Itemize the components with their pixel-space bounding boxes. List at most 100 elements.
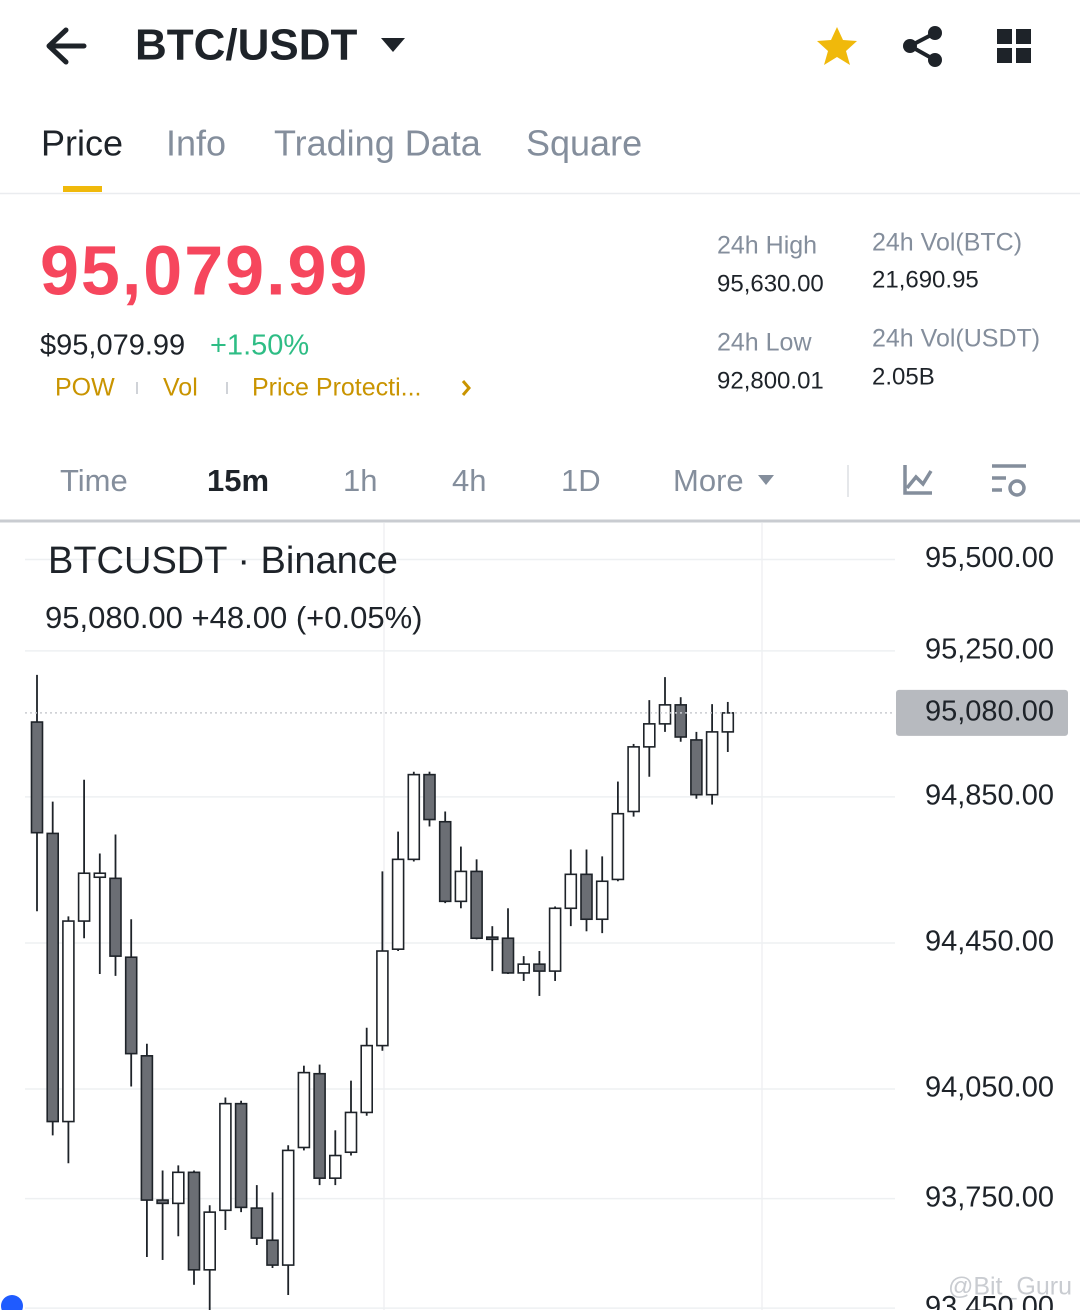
tab[interactable]: Square bbox=[526, 123, 642, 164]
candle-body bbox=[187, 1171, 201, 1271]
candle bbox=[407, 771, 421, 862]
candle-body bbox=[564, 873, 578, 910]
candle-body bbox=[30, 721, 44, 834]
tags-chevron[interactable] bbox=[461, 380, 471, 396]
candle bbox=[642, 700, 656, 777]
y-tick-label: 93,450.00 bbox=[925, 1291, 1054, 1310]
candle bbox=[344, 1080, 358, 1156]
settings-icon[interactable] bbox=[992, 464, 1026, 497]
share-button[interactable] bbox=[903, 26, 942, 67]
interval[interactable]: More bbox=[673, 463, 744, 498]
stat-label: 24h High bbox=[717, 232, 817, 260]
y-tick-label: 94,850.00 bbox=[925, 780, 1054, 812]
interval[interactable]: 4h bbox=[452, 463, 486, 498]
candle bbox=[109, 834, 122, 976]
candle bbox=[595, 856, 609, 934]
candle bbox=[203, 1205, 216, 1310]
indicator-icon[interactable] bbox=[903, 465, 933, 495]
tab-indicator bbox=[63, 186, 102, 192]
tab[interactable]: Price bbox=[41, 123, 123, 164]
tab[interactable]: Trading Data bbox=[274, 123, 482, 164]
stat-value: 95,630.00 bbox=[717, 270, 824, 297]
stat-value: 2.05B bbox=[872, 363, 935, 390]
candle-body bbox=[721, 712, 735, 733]
candle bbox=[250, 1185, 264, 1245]
candle bbox=[470, 859, 483, 940]
favorite-star[interactable] bbox=[817, 27, 857, 65]
candle bbox=[454, 846, 468, 909]
candle bbox=[564, 849, 578, 927]
tab[interactable]: Info bbox=[166, 123, 226, 164]
candle bbox=[156, 1170, 169, 1260]
candle bbox=[690, 731, 703, 799]
candle-body bbox=[470, 870, 483, 940]
candle bbox=[360, 1027, 374, 1116]
candle bbox=[281, 1145, 295, 1296]
candle bbox=[297, 1065, 311, 1151]
interval[interactable]: 15m bbox=[207, 463, 269, 498]
candle bbox=[187, 1170, 201, 1285]
price-label: 95,080.00 bbox=[925, 696, 1054, 728]
candle bbox=[721, 701, 735, 752]
candle-body bbox=[627, 746, 640, 813]
candle bbox=[77, 779, 91, 939]
stat-label: 24h Low bbox=[717, 329, 812, 357]
tag[interactable]: POW bbox=[55, 374, 115, 402]
candle-body bbox=[580, 873, 593, 921]
candle bbox=[517, 956, 531, 981]
pair-title[interactable]: BTC/USDT bbox=[135, 21, 358, 70]
candle-body bbox=[250, 1207, 264, 1239]
candle bbox=[485, 926, 499, 972]
y-tick-label: 94,050.00 bbox=[925, 1072, 1054, 1104]
candle-body bbox=[690, 739, 703, 796]
candle-body bbox=[266, 1239, 279, 1266]
y-tick-label: 93,750.00 bbox=[925, 1181, 1054, 1213]
candle bbox=[328, 1130, 342, 1186]
candle bbox=[266, 1192, 279, 1269]
stat-label: 24h Vol(USDT) bbox=[872, 325, 1040, 353]
stat-value: 21,690.95 bbox=[872, 266, 979, 293]
interval[interactable]: 1h bbox=[343, 463, 377, 498]
candle bbox=[438, 811, 452, 904]
candle-body bbox=[234, 1102, 248, 1209]
back-button[interactable] bbox=[46, 27, 87, 65]
candle-body bbox=[423, 773, 436, 821]
watermark: @Bit_Guru bbox=[948, 1273, 1072, 1301]
usd-price: $95,079.99 bbox=[40, 330, 185, 362]
share-lines bbox=[905, 31, 936, 62]
chart-title: BTCUSDT · Binance bbox=[48, 540, 398, 582]
candle bbox=[501, 908, 515, 975]
candle bbox=[705, 704, 719, 805]
candle-body bbox=[344, 1111, 358, 1154]
pair-dropdown[interactable] bbox=[381, 38, 405, 52]
candle bbox=[611, 781, 625, 882]
candle bbox=[580, 849, 593, 932]
interval[interactable]: 1D bbox=[561, 463, 601, 498]
more-dropdown[interactable] bbox=[758, 475, 774, 485]
candle bbox=[376, 871, 389, 1051]
candle-body bbox=[454, 870, 468, 903]
candle-body bbox=[172, 1171, 185, 1205]
corner-dot bbox=[1, 1295, 23, 1310]
y-tick-label: 95,500.00 bbox=[925, 542, 1054, 574]
tag[interactable]: Price Protecti... bbox=[252, 374, 422, 402]
grid-menu[interactable] bbox=[997, 29, 1031, 63]
candle bbox=[124, 919, 138, 1087]
candle bbox=[674, 697, 688, 742]
candle-body bbox=[517, 963, 531, 974]
candle bbox=[548, 906, 562, 981]
candle-body bbox=[391, 858, 405, 950]
candle-body bbox=[313, 1072, 326, 1179]
settings-gear bbox=[1008, 479, 1026, 497]
candle-body bbox=[77, 872, 91, 922]
candle bbox=[30, 674, 44, 912]
interval[interactable]: Time bbox=[60, 463, 128, 498]
tag[interactable]: Vol bbox=[163, 374, 198, 402]
candle-body bbox=[611, 812, 625, 881]
price-change: +1.50% bbox=[210, 330, 309, 362]
candle-body bbox=[109, 877, 122, 957]
candle-body bbox=[297, 1071, 311, 1149]
candle bbox=[533, 951, 546, 996]
